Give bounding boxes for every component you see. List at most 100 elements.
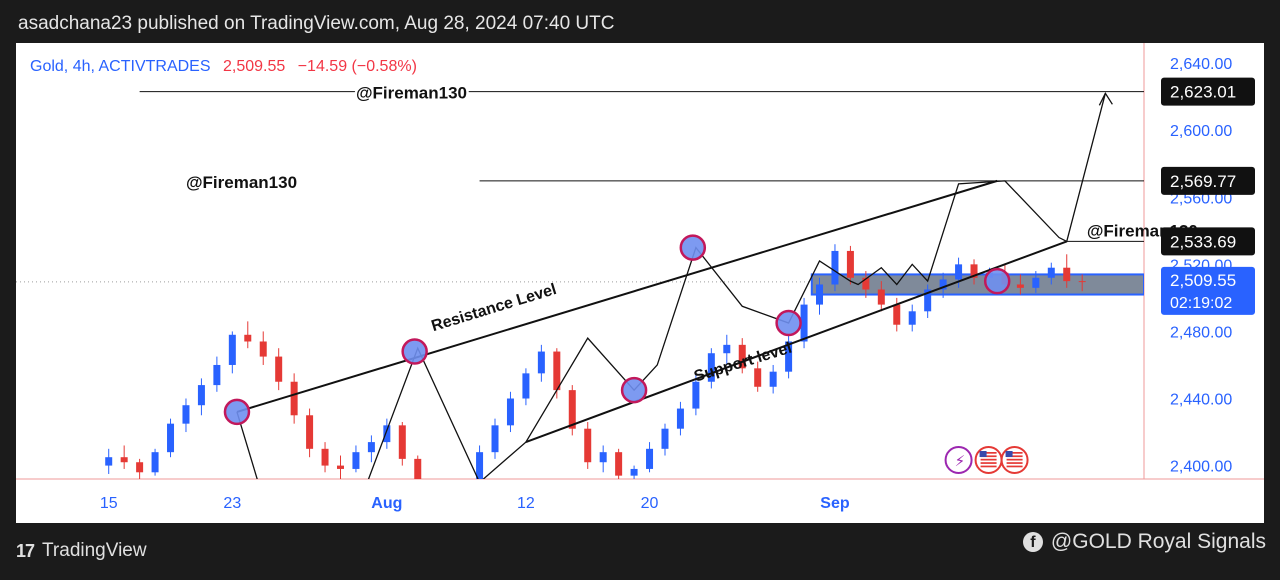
candle-body [306, 415, 314, 449]
price-axis-badge-label: 2,569.77 [1170, 172, 1236, 191]
lightning-glyph: ⚡ [955, 452, 966, 470]
candle-body [414, 458, 422, 479]
candle-body [970, 264, 978, 278]
flag-stripe [980, 462, 997, 464]
support-touch-circle [983, 267, 1011, 295]
candle-body [630, 468, 638, 476]
publisher-text: asadchana23 published on TradingView.com… [18, 13, 615, 34]
y-tick-label: 2,600.00 [1170, 123, 1232, 140]
flag-stripe [1006, 462, 1023, 464]
price-axis-badge [1161, 77, 1255, 106]
resistance-touch-circle [401, 338, 428, 365]
current-price-badge [1161, 266, 1255, 315]
candle-body [213, 364, 221, 386]
candle-body [615, 452, 623, 476]
chart-panel[interactable]: @Fireman130 @Fireman130 @Fireman130 Resista… [16, 43, 1264, 523]
candle-body [182, 405, 190, 424]
tradingview-logo[interactable]: 17 TradingView [16, 540, 147, 562]
y-tick-label: 2,400.00 [1170, 459, 1232, 476]
candle-body [275, 356, 283, 382]
tradingview-label: TradingView [42, 540, 147, 561]
candle-body [352, 452, 360, 469]
candle-body [120, 457, 128, 463]
legend-price: 2,509.55 [222, 58, 286, 75]
candle-body [646, 448, 654, 469]
candle-body [785, 341, 793, 372]
price-axis-badge-label: 2,623.01 [1170, 83, 1236, 102]
y-tick-label: 2,440.00 [1170, 392, 1232, 409]
candle-body [553, 351, 561, 391]
candle-body [522, 373, 530, 399]
candle-body [800, 304, 808, 342]
candle-body [738, 344, 746, 369]
flag-stripe [980, 455, 997, 458]
candle-body [476, 452, 484, 479]
current-price-badge-label: 2,509.55 [1170, 271, 1236, 290]
candle-body [367, 442, 375, 453]
support-touch-circle [775, 309, 802, 337]
brand-label: @GOLD Royal Signals [1050, 530, 1266, 553]
flag-stripe [980, 465, 997, 468]
annotation-fireman-2569: @Fireman130 [186, 173, 297, 192]
support-touch-circle [620, 376, 648, 404]
price-axis-badge-label: 2,533.69 [1170, 232, 1236, 251]
candle-body [924, 289, 932, 312]
candle-body [197, 385, 205, 406]
candle-body [491, 425, 499, 453]
candle-body [568, 390, 576, 429]
candle-body [105, 457, 113, 466]
y-tick-label: 2,640.00 [1170, 56, 1232, 73]
candle-body [707, 353, 715, 382]
x-tick-label: 20 [641, 495, 659, 512]
candle-body [846, 250, 854, 278]
lightning-event-icon [944, 446, 973, 474]
candle-body [754, 368, 762, 387]
projection-arrow-head [1098, 91, 1113, 106]
candle-body [877, 289, 885, 305]
candle-body [1078, 281, 1086, 283]
candle-body [599, 452, 607, 463]
candle-body [939, 279, 947, 290]
resistance-line [236, 179, 998, 413]
candle-body [167, 423, 175, 453]
candle-body [723, 344, 731, 354]
candle-body [321, 448, 329, 466]
x-tick-label: Sep [820, 495, 850, 512]
flag-canton [979, 451, 987, 457]
candle-body [584, 428, 592, 463]
candle-body [461, 482, 468, 509]
flag-stripe [1006, 452, 1023, 454]
legend-change: −14.59 (−0.58%) [297, 58, 417, 75]
candle-body [244, 334, 252, 342]
bar-countdown-label: 02:19:02 [1170, 295, 1232, 312]
candle-body [383, 425, 391, 443]
symbol-legend: Gold, 4h, ACTIVTRADES 2,509.55 −14.59 (−… [30, 58, 417, 76]
flag-stripe [980, 458, 997, 461]
candle-body [445, 506, 452, 509]
footer: 17 TradingView f @GOLD Royal Signals [0, 524, 1280, 580]
price-chart[interactable]: @Fireman130@Fireman130@Fireman130Resista… [16, 43, 1264, 523]
candle-body [955, 264, 963, 280]
x-tick-label: 15 [100, 495, 118, 512]
candle-body [1032, 277, 1040, 288]
candle-body [661, 428, 669, 449]
candle-body [398, 425, 406, 459]
publisher-header: asadchana23 published on TradingView.com… [0, 0, 1280, 44]
flag-stripe [1006, 455, 1023, 458]
support-resistance-zone [810, 273, 1144, 296]
facebook-icon: f [1022, 532, 1043, 552]
candle-body [506, 398, 514, 426]
x-tick-label: 23 [223, 495, 241, 512]
candle-body [537, 351, 545, 374]
symbol-name: Gold, 4h, ACTIVTRADES [30, 58, 211, 75]
candle-body [336, 465, 344, 469]
flag-stripe [1006, 458, 1023, 461]
price-axis-badge [1161, 166, 1255, 195]
candle-body [692, 381, 700, 409]
candle-body [769, 371, 777, 387]
flag-stripe [980, 452, 997, 454]
candle-body [908, 311, 916, 325]
candle-body [831, 250, 839, 285]
tradingview-logo-icon: 17 [16, 540, 35, 561]
candle-body [676, 408, 684, 429]
